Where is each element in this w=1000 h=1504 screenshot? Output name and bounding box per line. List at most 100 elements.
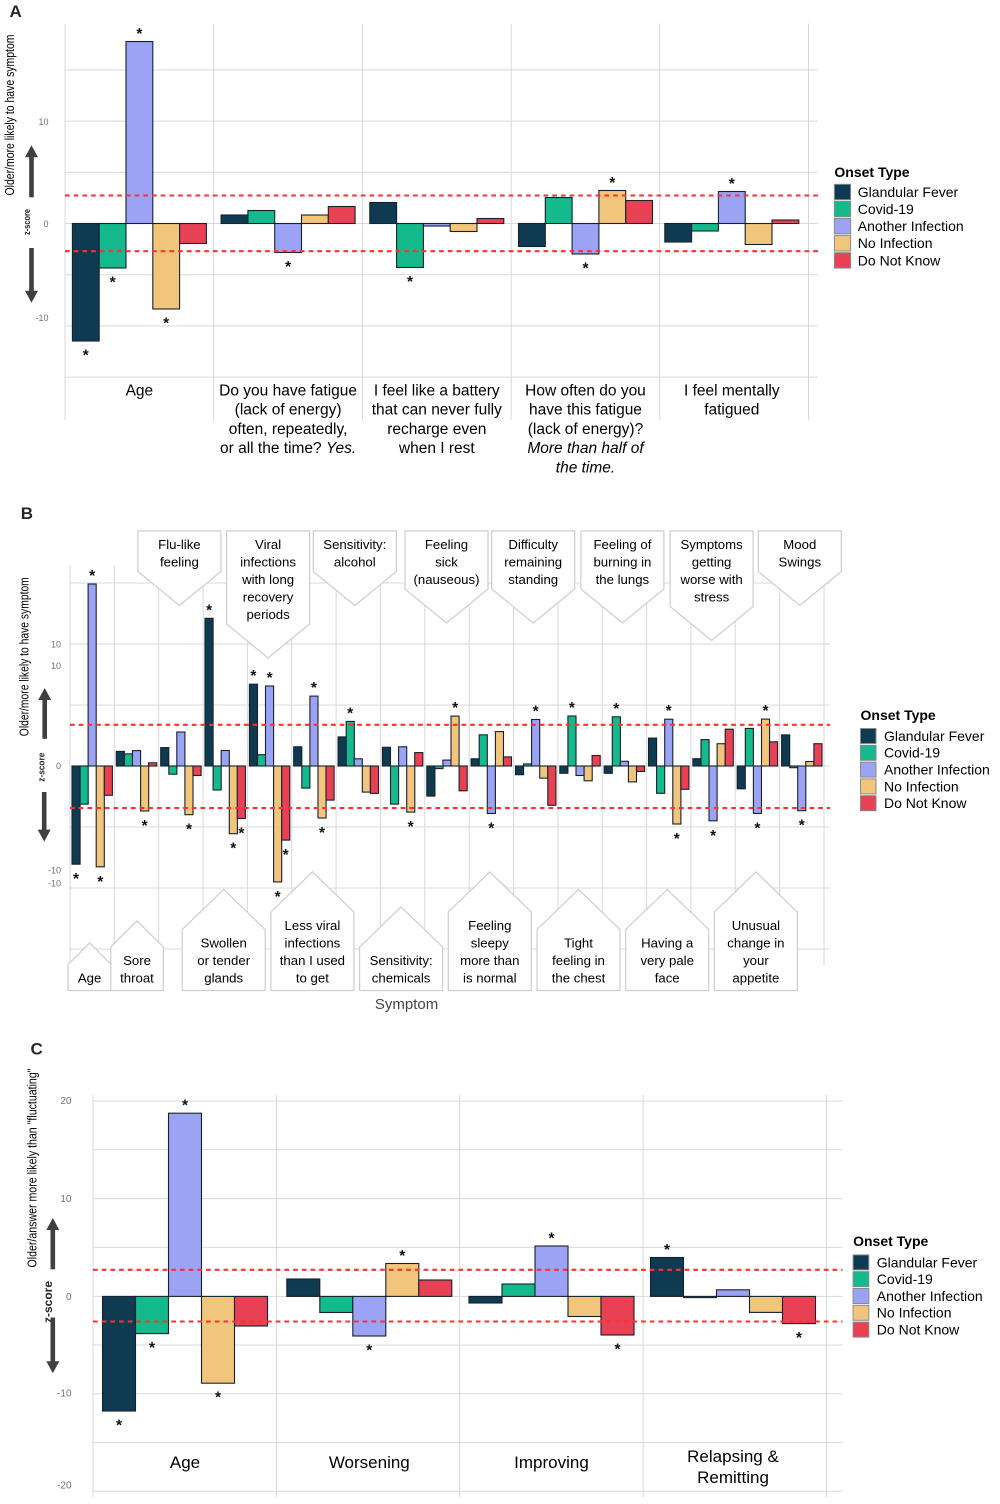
svg-text:*: * bbox=[799, 818, 806, 835]
svg-text:Unusual: Unusual bbox=[732, 918, 780, 933]
svg-text:Sensitivity:: Sensitivity: bbox=[323, 537, 386, 552]
svg-text:or tender: or tender bbox=[197, 953, 250, 968]
svg-text:*: * bbox=[110, 275, 117, 292]
svg-text:*: * bbox=[285, 259, 292, 276]
svg-text:*: * bbox=[452, 700, 459, 717]
svg-text:*: * bbox=[206, 602, 213, 619]
svg-text:very pale: very pale bbox=[640, 953, 694, 968]
svg-text:*: * bbox=[796, 1330, 803, 1347]
svg-text:stress: stress bbox=[694, 590, 730, 605]
svg-text:Symptom: Symptom bbox=[375, 996, 438, 1013]
svg-text:I feel like a battery: I feel like a battery bbox=[374, 383, 500, 400]
svg-text:Older/more likely to have symp: Older/more likely to have symptom bbox=[17, 577, 31, 736]
svg-text:standing: standing bbox=[508, 572, 558, 587]
svg-text:*: * bbox=[142, 818, 149, 835]
svg-text:feeling: feeling bbox=[160, 555, 199, 570]
svg-text:C: C bbox=[31, 1040, 43, 1059]
svg-text:Feeling of: Feeling of bbox=[593, 537, 651, 552]
svg-text:*: * bbox=[674, 831, 681, 848]
svg-text:appetite: appetite bbox=[732, 971, 779, 986]
svg-text:*: * bbox=[488, 821, 495, 838]
svg-text:Relapsing &: Relapsing & bbox=[687, 1447, 779, 1466]
svg-text:Glandular Fever: Glandular Fever bbox=[877, 1254, 978, 1270]
svg-text:(lack of energy): (lack of energy) bbox=[235, 402, 342, 419]
svg-text:z-score: z-score bbox=[36, 753, 47, 782]
svg-text:10: 10 bbox=[38, 117, 48, 127]
svg-text:is normal: is normal bbox=[463, 971, 517, 986]
svg-text:Mood: Mood bbox=[783, 537, 816, 552]
svg-text:*: * bbox=[116, 1418, 123, 1435]
svg-text:Age: Age bbox=[78, 971, 101, 986]
svg-text:z-score: z-score bbox=[43, 1281, 55, 1323]
svg-text:-10: -10 bbox=[57, 1389, 72, 1400]
svg-text:0: 0 bbox=[43, 219, 48, 229]
svg-text:No Infection: No Infection bbox=[858, 235, 933, 251]
svg-text:Age: Age bbox=[126, 383, 154, 400]
svg-text:Improving: Improving bbox=[514, 1453, 589, 1472]
svg-text:Another Infection: Another Infection bbox=[877, 1288, 983, 1304]
svg-text:*: * bbox=[267, 670, 274, 687]
svg-text:or all the time? Yes.: or all the time? Yes. bbox=[220, 440, 356, 457]
svg-text:*: * bbox=[408, 819, 415, 836]
svg-text:Glandular Fever: Glandular Fever bbox=[858, 184, 959, 200]
svg-text:Tight: Tight bbox=[564, 936, 593, 951]
svg-text:the chest: the chest bbox=[552, 971, 606, 986]
svg-text:Onset Type: Onset Type bbox=[834, 164, 909, 180]
svg-text:*: * bbox=[614, 1342, 621, 1359]
svg-text:I feel mentally: I feel mentally bbox=[684, 383, 780, 400]
svg-text:Do you have fatigue: Do you have fatigue bbox=[219, 383, 357, 400]
svg-text:z-score: z-score bbox=[22, 209, 33, 235]
svg-text:infections: infections bbox=[285, 936, 341, 951]
svg-text:*: * bbox=[582, 261, 589, 278]
svg-text:0: 0 bbox=[66, 1292, 72, 1303]
svg-text:*: * bbox=[311, 680, 318, 697]
svg-text:have this fatigue: have this fatigue bbox=[529, 402, 642, 419]
svg-text:Worsening: Worsening bbox=[329, 1453, 410, 1472]
svg-text:Covid-19: Covid-19 bbox=[877, 1271, 933, 1287]
svg-text:to get: to get bbox=[296, 971, 329, 986]
svg-text:Another Infection: Another Infection bbox=[884, 762, 990, 778]
svg-text:*: * bbox=[250, 668, 257, 685]
svg-text:*: * bbox=[347, 705, 354, 722]
svg-text:throat: throat bbox=[120, 971, 154, 986]
svg-text:10: 10 bbox=[60, 1194, 72, 1205]
svg-text:change in: change in bbox=[727, 936, 784, 951]
svg-text:*: * bbox=[186, 822, 193, 839]
svg-text:*: * bbox=[275, 889, 282, 906]
svg-text:fatigued: fatigued bbox=[704, 402, 759, 419]
svg-text:Glandular Fever: Glandular Fever bbox=[884, 728, 985, 744]
svg-text:Having a: Having a bbox=[641, 936, 694, 951]
svg-text:*: * bbox=[366, 1343, 373, 1360]
svg-text:*: * bbox=[230, 841, 237, 858]
svg-text:worse with: worse with bbox=[679, 572, 742, 587]
svg-text:A: A bbox=[10, 2, 22, 21]
svg-text:Sensitivity:: Sensitivity: bbox=[370, 953, 433, 968]
svg-text:Feeling: Feeling bbox=[468, 918, 511, 933]
svg-text:*: * bbox=[283, 847, 290, 864]
svg-text:10: 10 bbox=[51, 661, 61, 671]
svg-text:*: * bbox=[710, 828, 717, 845]
svg-text:B: B bbox=[21, 504, 33, 523]
svg-text:recharge even: recharge even bbox=[387, 421, 486, 438]
svg-text:How often do you: How often do you bbox=[525, 383, 646, 400]
svg-text:*: * bbox=[238, 826, 245, 843]
svg-text:*: * bbox=[163, 316, 170, 333]
svg-text:-10: -10 bbox=[35, 313, 48, 323]
svg-text:(nauseous): (nauseous) bbox=[414, 572, 480, 587]
svg-text:than I used: than I used bbox=[280, 953, 345, 968]
svg-text:the time.: the time. bbox=[556, 459, 615, 476]
svg-text:Swollen: Swollen bbox=[201, 936, 247, 951]
svg-text:*: * bbox=[73, 871, 80, 888]
svg-text:Covid-19: Covid-19 bbox=[858, 201, 914, 217]
svg-text:*: * bbox=[548, 1231, 555, 1248]
svg-text:*: * bbox=[533, 704, 540, 721]
svg-text:face: face bbox=[655, 971, 680, 986]
svg-text:burning in: burning in bbox=[593, 555, 651, 570]
svg-text:0: 0 bbox=[56, 761, 61, 771]
svg-text:sick: sick bbox=[435, 555, 458, 570]
svg-text:that can never fully: that can never fully bbox=[372, 402, 502, 419]
svg-text:often, repeatedly,: often, repeatedly, bbox=[229, 421, 348, 438]
svg-text:Onset Type: Onset Type bbox=[861, 707, 936, 723]
svg-text:Remitting: Remitting bbox=[697, 1468, 769, 1487]
svg-text:more than: more than bbox=[460, 953, 519, 968]
